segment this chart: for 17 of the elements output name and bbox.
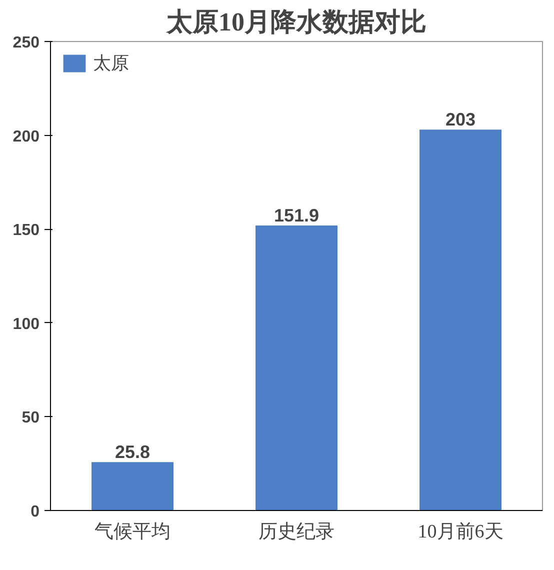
data-label: 203 <box>445 110 476 130</box>
y-tick-label: 100 <box>12 316 40 333</box>
y-tick-label: 150 <box>12 222 40 240</box>
bar <box>256 226 338 510</box>
y-tick-label: 250 <box>12 34 40 52</box>
y-tick-label: 0 <box>30 504 40 520</box>
y-tick-label: 200 <box>12 128 40 146</box>
x-tick-label: 历史纪录 <box>258 522 334 542</box>
bar <box>92 462 174 510</box>
bar <box>420 130 502 510</box>
legend-label: 太原 <box>93 52 129 75</box>
x-tick-label: 10月前6天 <box>418 522 504 542</box>
y-tick-label: 50 <box>22 410 40 427</box>
chart-title: 太原10月降水数据对比 <box>166 8 426 36</box>
x-tick-label: 气候平均 <box>94 522 170 542</box>
data-label: 25.8 <box>114 442 150 462</box>
data-label: 151.9 <box>274 206 320 226</box>
